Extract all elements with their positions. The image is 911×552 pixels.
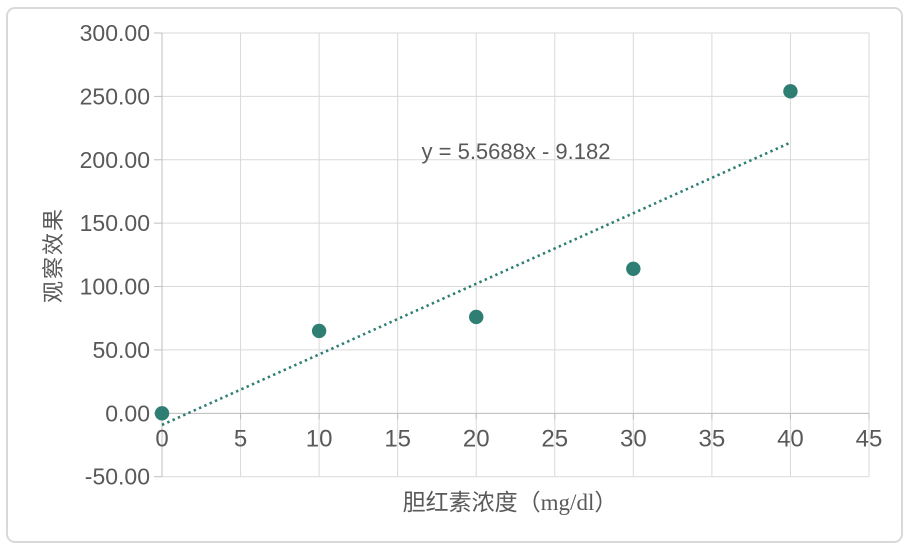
y-tick-label: 250.00	[80, 83, 150, 109]
y-tick-label: 150.00	[80, 210, 150, 236]
x-tick-label: 10	[306, 425, 333, 452]
x-tick-label: 15	[384, 425, 411, 452]
x-tick-label: 40	[777, 425, 804, 452]
x-tick-label: 25	[541, 425, 568, 452]
data-point	[783, 84, 798, 99]
data-point	[626, 261, 641, 276]
data-point	[154, 406, 170, 421]
trendline	[161, 141, 791, 427]
y-tick-label: 50.00	[92, 337, 150, 363]
data-point	[469, 309, 484, 325]
x-tick-label: 5	[234, 425, 247, 452]
y-tick-label: 200.00	[80, 147, 150, 173]
x-tick-label: 30	[620, 425, 647, 452]
x-axis-title: 胆红素浓度（mg/dl）	[402, 490, 618, 515]
x-tick-label: 0	[155, 425, 168, 452]
x-tick-label: 20	[463, 425, 490, 452]
x-tick-label: 35	[699, 425, 726, 452]
x-tick-label: 45	[856, 425, 883, 452]
y-tick-label: 300.00	[80, 20, 150, 46]
y-tick-label: 0.00	[105, 400, 150, 426]
y-tick-label: -50.00	[85, 464, 150, 490]
y-tick-label: 100.00	[80, 274, 150, 300]
trendline-equation-label: y = 5.5688x - 9.182	[421, 139, 611, 164]
y-axis-title: 观察效果	[41, 206, 66, 304]
data-point	[311, 323, 327, 339]
